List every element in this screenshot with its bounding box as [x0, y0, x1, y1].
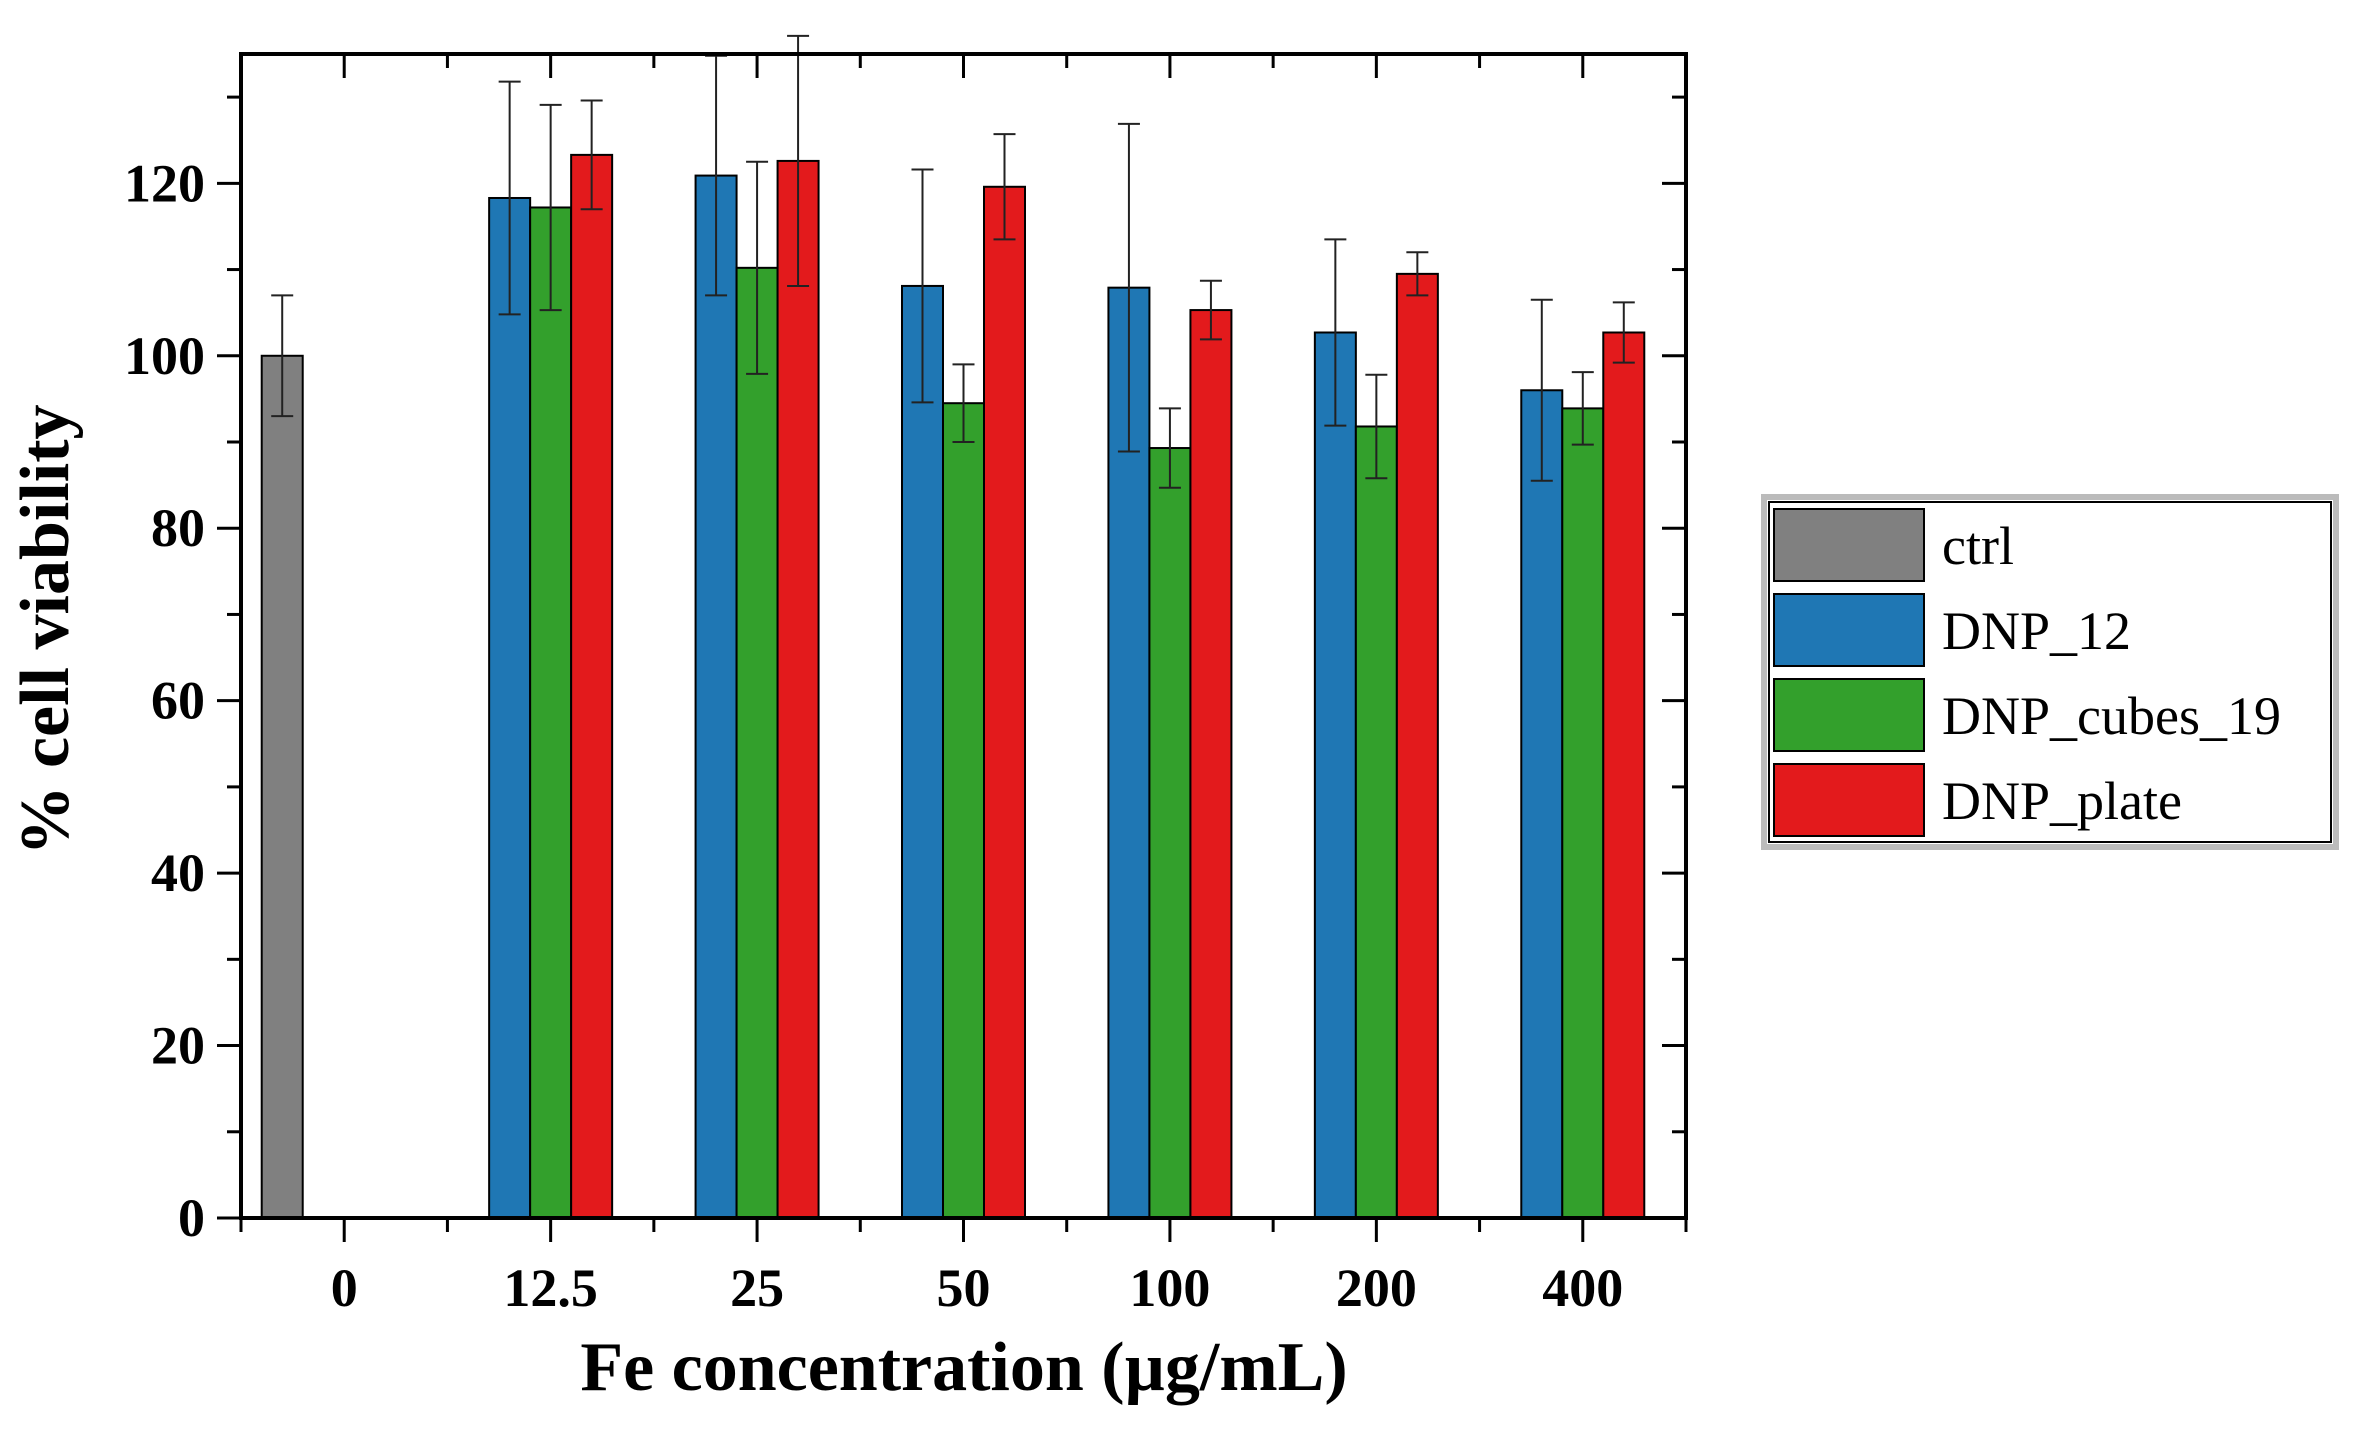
error-bar-DNP_cubes_19-400 [1571, 371, 1594, 446]
bar-DNP_plate-100 [1189, 309, 1233, 1219]
legend-inner-frame [1768, 501, 2332, 843]
legend-swatch-DNP_cubes_19 [1773, 678, 1925, 752]
x-axis: 0 12.5 25 50 100 200 400 [239, 54, 1688, 1318]
y-tick-label-60: 60 [151, 671, 205, 731]
bar-DNP_cubes_19-100 [1148, 447, 1192, 1219]
bar-DNP_plate-400 [1602, 331, 1646, 1219]
error-bar-DNP_12-100 [1117, 122, 1140, 453]
legend-label-DNP_cubes_19: DNP_cubes_19 [1942, 686, 2281, 746]
x-tick-label-200: 200 [1336, 1258, 1417, 1318]
error-bar-DNP_cubes_19-25 [746, 160, 769, 375]
x-tick-label-50: 50 [937, 1258, 991, 1318]
error-bar-DNP_12-200 [1324, 238, 1347, 427]
y-tick-label-100: 100 [124, 326, 205, 386]
x-tick-label-400: 400 [1542, 1258, 1623, 1318]
error-bar-DNP_plate-25 [787, 34, 810, 287]
bar-DNP_12-400 [1520, 389, 1564, 1219]
legend: ctrl DNP_12 DNP_cubes_19 DNP_plate [1761, 494, 2339, 850]
y-tick-label-40: 40 [151, 843, 205, 903]
y-tick-label-120: 120 [124, 153, 205, 213]
error-bar-DNP_cubes_19-100 [1158, 407, 1181, 489]
legend-swatch-DNP_plate [1773, 763, 1925, 837]
bar-DNP_cubes_19-400 [1561, 407, 1605, 1219]
bar-DNP_plate-12.5 [570, 153, 614, 1219]
legend-swatch-DNP_12 [1773, 593, 1925, 667]
error-bar-DNP_cubes_19-50 [952, 363, 975, 443]
plot-area [239, 34, 1688, 1220]
bar-DNP_cubes_19-25 [735, 266, 779, 1219]
y-tick-label-80: 80 [151, 498, 205, 558]
x-tick-label-0: 0 [331, 1258, 358, 1318]
x-tick-label-100: 100 [1129, 1258, 1210, 1318]
bar-DNP_plate-50 [983, 185, 1026, 1219]
error-bar-DNP_cubes_19-12.5 [539, 103, 562, 312]
legend-label-DNP_plate: DNP_plate [1942, 771, 2182, 831]
bar-ctrl-0 [260, 354, 304, 1219]
y-axis: 0 20 40 60 80 100 120 [124, 95, 1686, 1248]
legend-swatch-ctrl [1773, 508, 1925, 582]
error-bar-DNP_plate-200 [1406, 251, 1429, 297]
bar-DNP_plate-25 [776, 159, 820, 1220]
bar-DNP_12-12.5 [488, 196, 532, 1220]
y-axis-title: % cell viability [7, 404, 84, 855]
bar-DNP_cubes_19-50 [942, 402, 985, 1219]
error-bar-DNP_cubes_19-200 [1365, 373, 1388, 480]
x-tick-label-25: 25 [730, 1258, 784, 1318]
bar-DNP_12-50 [901, 284, 944, 1219]
y-tick-label-0: 0 [178, 1188, 205, 1248]
bar-DNP_12-25 [694, 174, 738, 1219]
error-bar-ctrl-0 [271, 294, 294, 418]
error-bar-DNP_12-400 [1530, 298, 1553, 482]
bar-DNP_12-200 [1313, 331, 1357, 1219]
error-bar-DNP_12-12.5 [498, 80, 521, 316]
legend-label-ctrl: ctrl [1942, 516, 2014, 576]
error-bar-DNP_plate-400 [1612, 301, 1635, 364]
error-bar-DNP_plate-100 [1199, 279, 1222, 341]
error-bar-DNP_plate-12.5 [580, 99, 603, 211]
legend-label-DNP_12: DNP_12 [1942, 601, 2131, 661]
y-tick-label-20: 20 [151, 1016, 205, 1076]
bar-DNP_plate-200 [1395, 272, 1439, 1220]
x-axis-title: Fe concentration (µg/mL) [580, 1329, 1347, 1406]
bar-DNP_cubes_19-200 [1354, 425, 1398, 1220]
x-tick-label-12.5: 12.5 [503, 1258, 598, 1318]
bar-DNP_cubes_19-12.5 [529, 206, 573, 1219]
error-bar-DNP_plate-50 [993, 133, 1016, 241]
error-bar-DNP_12-50 [911, 168, 934, 404]
